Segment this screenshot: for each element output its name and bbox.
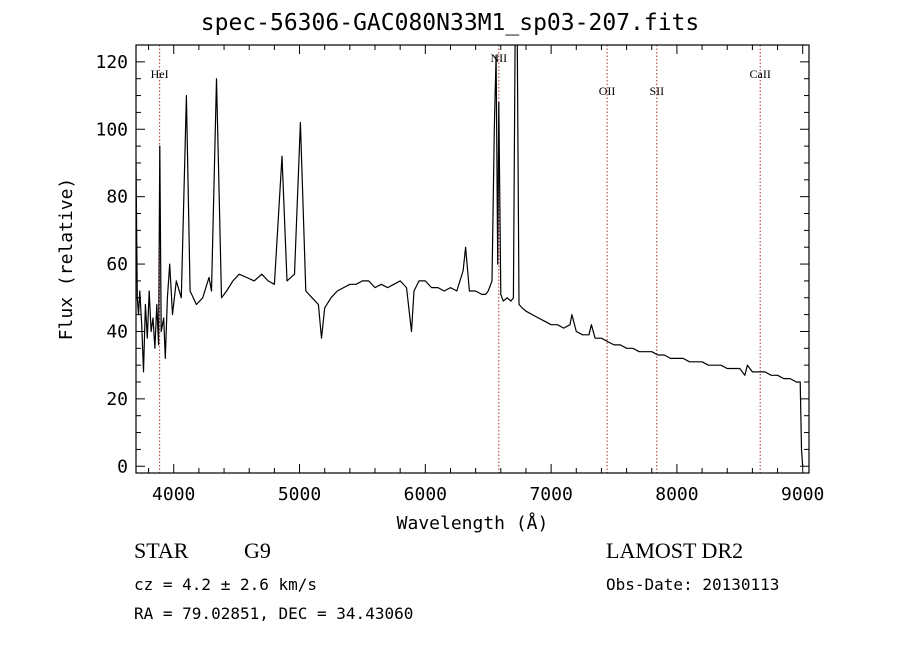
survey-name: LAMOST DR2 xyxy=(606,538,744,563)
y-tick-label: 60 xyxy=(106,254,128,275)
redshift-text: cz = 4.2 ± 2.6 km/s xyxy=(134,575,318,594)
x-tick-label: 9000 xyxy=(781,484,824,505)
chart-title: spec-56306-GAC080N33M1_sp03-207.fits xyxy=(200,10,700,36)
x-tick-label: 5000 xyxy=(278,484,321,505)
y-tick-label: 20 xyxy=(106,389,128,410)
line-marker-label: HeI xyxy=(151,67,169,81)
line-marker-label: OII xyxy=(599,84,616,98)
line-marker-label: SII xyxy=(649,84,664,98)
observation-date: Obs-Date: 20130113 xyxy=(606,575,780,594)
x-tick-label: 7000 xyxy=(529,484,572,505)
y-tick-label: 80 xyxy=(106,187,128,208)
y-tick-label: 100 xyxy=(95,119,128,140)
object-class: STAR xyxy=(134,538,189,563)
y-axis-label: Flux (relative) xyxy=(56,178,77,341)
line-marker-label: NII xyxy=(490,51,507,65)
y-tick-label: 40 xyxy=(106,321,128,342)
x-tick-label: 8000 xyxy=(655,484,698,505)
x-tick-label: 4000 xyxy=(152,484,195,505)
line-marker-label: CaII xyxy=(750,67,771,81)
x-tick-label: 6000 xyxy=(404,484,447,505)
object-subclass: G9 xyxy=(244,538,271,563)
x-axis-label: Wavelength (Å) xyxy=(397,512,549,534)
y-tick-label: 120 xyxy=(95,52,128,73)
y-tick-label: 0 xyxy=(117,456,128,477)
coordinates-text: RA = 79.02851, DEC = 34.43060 xyxy=(134,604,414,623)
plot-frame xyxy=(135,44,810,474)
spectrum-line xyxy=(136,45,804,467)
